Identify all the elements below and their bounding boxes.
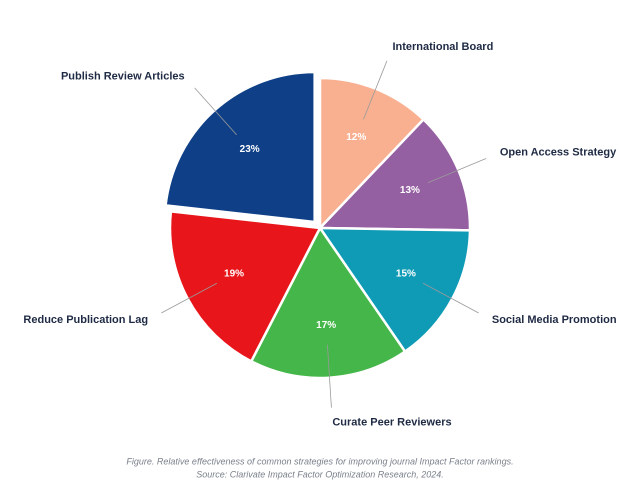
leader-line <box>194 87 237 136</box>
leader-line <box>363 60 388 120</box>
slice-label: International Board <box>392 41 493 53</box>
slice-label: Social Media Promotion <box>492 314 617 326</box>
slice-label: Curate Peer Reviewers <box>332 417 451 429</box>
data-label: 19% <box>224 269 244 280</box>
leader-line <box>161 282 218 314</box>
data-label: 15% <box>396 269 416 280</box>
data-label: 12% <box>346 132 366 143</box>
data-label: 17% <box>316 320 336 331</box>
caption: Source: Clarivate Impact Factor Optimiza… <box>196 469 444 479</box>
leader-line <box>422 282 479 314</box>
slice-label: Publish Review Articles <box>61 71 185 83</box>
slice-label: Reduce Publication Lag <box>23 314 148 326</box>
caption: Figure. Relative effectiveness of common… <box>126 456 513 466</box>
data-label: 23% <box>240 144 260 155</box>
leader-line <box>427 158 487 184</box>
leader-line <box>327 344 332 408</box>
slice-label: Open Access Strategy <box>500 147 617 159</box>
data-label: 13% <box>400 185 420 196</box>
